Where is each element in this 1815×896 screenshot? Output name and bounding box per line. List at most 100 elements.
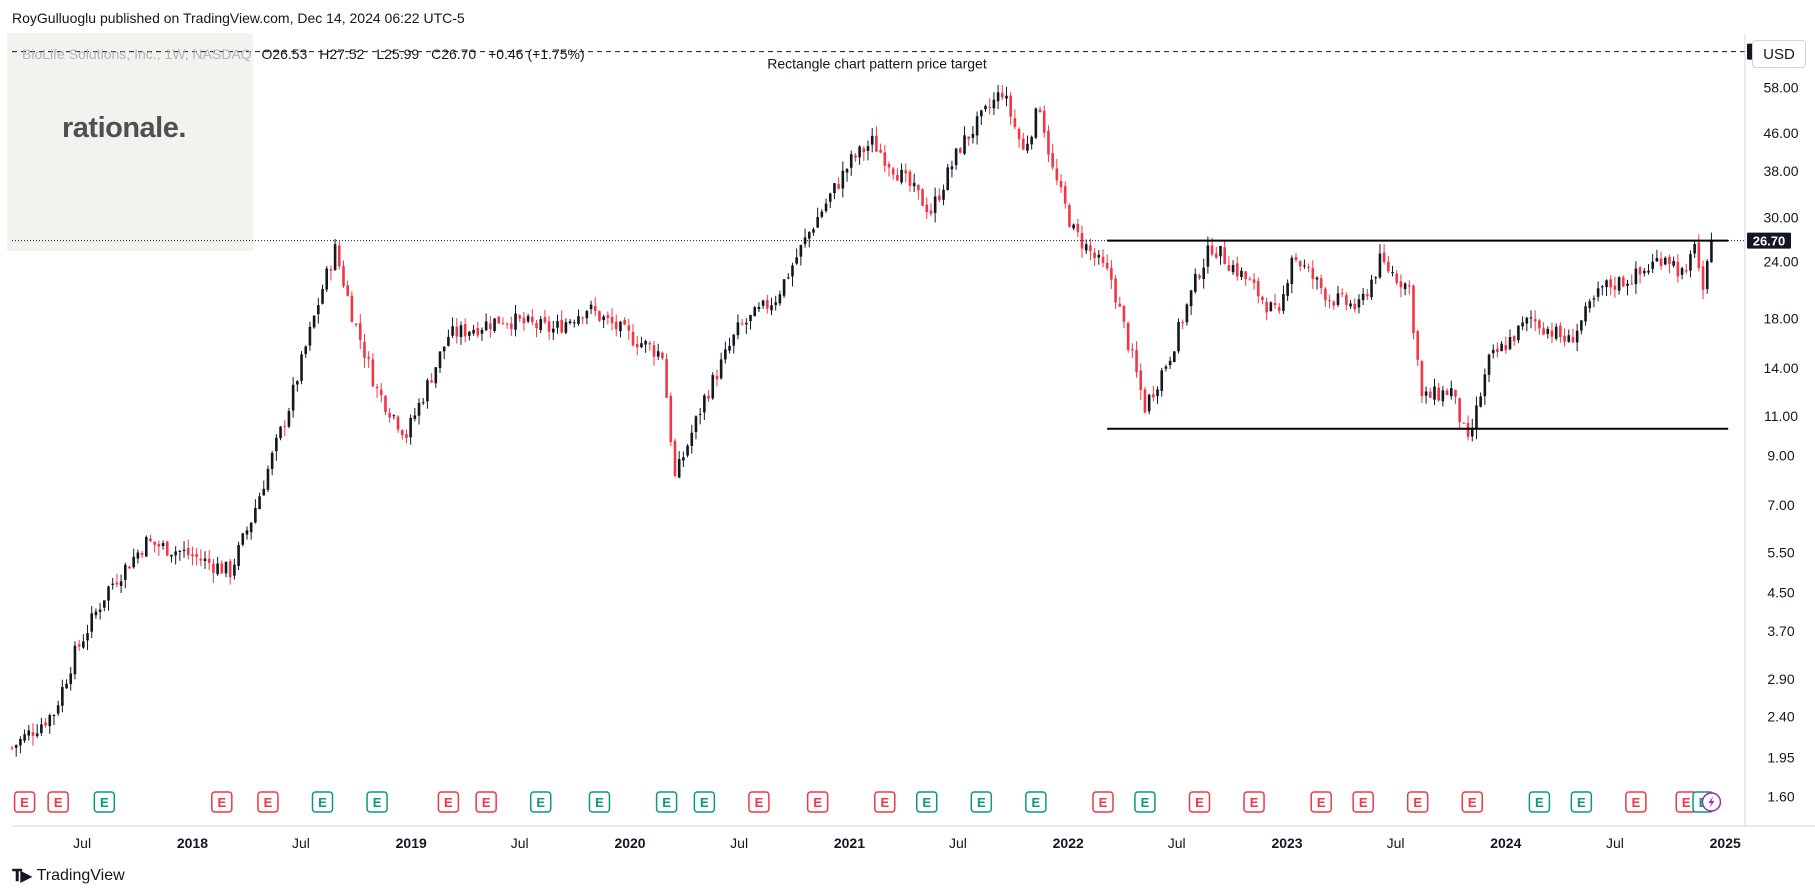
low-label: L	[376, 46, 385, 62]
candle-down	[497, 316, 501, 324]
candle-up	[757, 306, 761, 310]
candle-up	[275, 437, 278, 452]
candle-down	[195, 554, 198, 558]
earnings-event-icon[interactable]: E	[1352, 791, 1374, 813]
earnings-event-icon[interactable]: E	[366, 791, 388, 813]
earnings-marker-letter: E	[1099, 795, 1108, 810]
candle-down	[1353, 303, 1357, 310]
y-tick-label: 7.00	[1767, 497, 1794, 513]
candle-down	[1047, 131, 1050, 155]
earnings-event-icon[interactable]: E	[437, 791, 460, 813]
candle-down	[165, 541, 169, 556]
candle-down	[1412, 285, 1415, 333]
earnings-marker-letter: E	[1032, 795, 1041, 810]
candle-up	[321, 288, 324, 304]
candle-down	[1622, 277, 1625, 287]
earnings-event-icon[interactable]: E	[1528, 791, 1551, 813]
x-tick-label: 2020	[614, 835, 645, 851]
earnings-event-icon[interactable]: E	[475, 791, 497, 813]
candle-up	[287, 411, 291, 427]
candle-down	[627, 325, 631, 331]
earnings-marker-letter: E	[922, 795, 931, 810]
candle-up	[296, 381, 299, 385]
earnings-event-icon[interactable]: E	[529, 791, 552, 813]
candle-down	[1613, 285, 1617, 290]
candle-up	[782, 279, 786, 296]
earnings-event-icon[interactable]: E	[874, 791, 896, 813]
candle-up	[468, 331, 471, 336]
candle-down	[887, 163, 891, 168]
candle-up	[1147, 394, 1151, 412]
earnings-event-icon[interactable]: E	[13, 791, 36, 813]
currency-button[interactable]: USD	[1752, 40, 1806, 68]
candle-up	[291, 384, 295, 411]
earnings-marker-letter: E	[373, 795, 382, 810]
earnings-event-icon[interactable]: E	[1092, 791, 1114, 813]
candle-down	[1701, 266, 1705, 290]
candle-up	[266, 468, 270, 490]
earnings-event-icon[interactable]: E	[693, 791, 716, 813]
candle-down	[1504, 344, 1508, 351]
earnings-event-icon[interactable]: E	[1406, 791, 1429, 813]
candle-down	[371, 359, 375, 387]
earnings-event-icon[interactable]: E	[1570, 791, 1593, 813]
tradingview-brand[interactable]: 𝐓▶ TradingView	[12, 866, 125, 886]
candle-down	[400, 430, 404, 436]
candle-down	[891, 168, 895, 175]
earnings-marker-letter: E	[1632, 795, 1641, 810]
earnings-marker-box	[529, 791, 552, 813]
candle-down	[837, 184, 840, 189]
earnings-event-icon[interactable]: E	[311, 791, 334, 813]
earnings-event-icon[interactable]: E	[1243, 791, 1265, 813]
candle-up	[1374, 277, 1378, 279]
dividend-event-icon[interactable]	[1701, 792, 1722, 812]
candle-up	[1433, 386, 1436, 400]
candle-up	[144, 537, 148, 557]
candle-down	[1143, 389, 1147, 413]
candle-up	[732, 334, 736, 346]
candle-down	[220, 563, 224, 574]
candle-down	[854, 155, 857, 158]
earnings-event-icon[interactable]: E	[47, 791, 69, 813]
x-tick-label: Jul	[1168, 835, 1186, 851]
candle-up	[1030, 136, 1033, 145]
candle-down	[283, 425, 287, 427]
earnings-event-icon[interactable]: E	[655, 791, 678, 813]
earnings-event-icon[interactable]: E	[93, 791, 116, 813]
tradingview-logo-icon: 𝐓▶	[12, 868, 33, 885]
earnings-event-icon[interactable]: E	[1134, 791, 1156, 813]
candle-down	[522, 317, 526, 324]
candle-up	[556, 321, 559, 328]
current-price-badge	[1747, 232, 1791, 249]
candle-up	[35, 733, 39, 737]
symbol-name[interactable]: BioLife Solutions, Inc., 1W, NASDAQ	[22, 46, 252, 62]
candle-down	[1105, 262, 1109, 269]
earnings-event-icon[interactable]: E	[748, 791, 770, 813]
y-tick-label: 18.00	[1763, 310, 1798, 326]
earnings-event-icon[interactable]: E	[806, 791, 829, 813]
candle-down	[1542, 328, 1545, 335]
earnings-event-icon[interactable]: E	[257, 791, 279, 813]
earnings-event-icon[interactable]: E	[1310, 791, 1332, 813]
candle-down	[212, 563, 215, 573]
candle-up	[434, 367, 438, 384]
candle-up	[1517, 325, 1520, 341]
candle-up	[103, 600, 106, 608]
earnings-event-icon[interactable]: E	[1625, 791, 1647, 813]
candle-up	[984, 105, 987, 110]
earnings-event-icon[interactable]: E	[588, 791, 611, 813]
earnings-event-icon[interactable]: E	[211, 791, 233, 813]
earnings-marker-letter: E	[880, 795, 889, 810]
earnings-event-icon[interactable]: E	[970, 791, 993, 813]
candle-up	[254, 507, 257, 523]
earnings-event-icon[interactable]: E	[916, 791, 938, 813]
earnings-event-icon[interactable]: E	[1188, 791, 1211, 813]
earnings-marker-letter: E	[1250, 795, 1259, 810]
candle-down	[228, 561, 232, 578]
candle-up	[161, 543, 165, 546]
earnings-event-icon[interactable]: E	[1461, 791, 1484, 813]
x-tick-label: 2019	[396, 835, 427, 851]
earnings-event-icon[interactable]: E	[1025, 791, 1047, 813]
candle-down	[1684, 269, 1688, 272]
